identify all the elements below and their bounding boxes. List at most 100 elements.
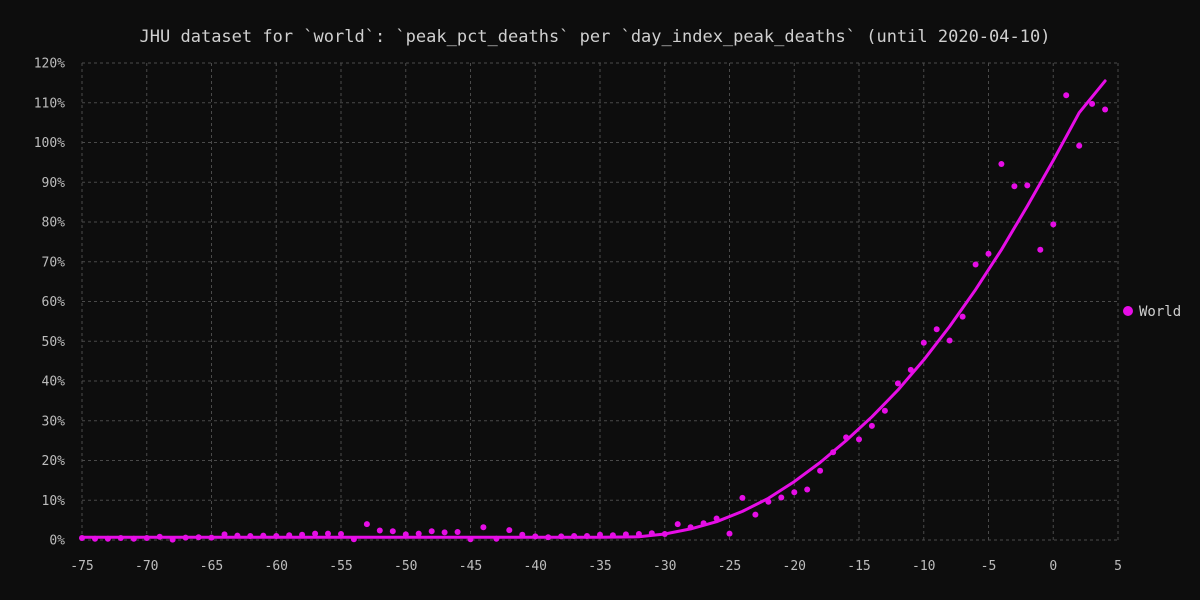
data-point xyxy=(79,535,85,541)
data-point xyxy=(972,261,979,268)
data-point xyxy=(1037,246,1044,253)
chart-title: JHU dataset for `world`: `peak_pct_death… xyxy=(140,27,1051,47)
data-point xyxy=(299,531,306,538)
data-point xyxy=(584,533,590,539)
data-point xyxy=(273,533,280,539)
data-point xyxy=(609,532,616,539)
data-point xyxy=(687,524,694,531)
data-point xyxy=(350,536,357,543)
data-point xyxy=(933,326,940,333)
x-tick-label: -45 xyxy=(459,559,482,574)
data-point xyxy=(907,366,914,373)
data-point xyxy=(454,529,461,535)
data-point xyxy=(286,532,293,539)
data-point xyxy=(156,533,163,540)
data-point xyxy=(804,486,811,493)
data-point xyxy=(104,535,111,542)
x-tick-label: -65 xyxy=(200,559,223,574)
x-tick-label: -75 xyxy=(70,559,93,574)
data-point xyxy=(1102,106,1109,113)
data-point xyxy=(817,467,824,474)
data-point xyxy=(143,535,150,541)
data-point xyxy=(428,528,435,535)
data-point xyxy=(946,337,953,344)
y-tick-label: 20% xyxy=(42,454,66,469)
data-point xyxy=(778,494,785,501)
data-point xyxy=(868,422,875,429)
x-tick-label: -25 xyxy=(718,559,741,574)
data-point xyxy=(325,530,331,537)
data-point xyxy=(208,534,215,541)
data-point xyxy=(389,528,396,535)
legend: World xyxy=(1123,304,1181,320)
data-point xyxy=(234,532,241,539)
data-point xyxy=(752,511,759,518)
data-point xyxy=(1024,182,1031,189)
y-tick-label: 70% xyxy=(42,255,66,270)
data-point xyxy=(830,449,837,456)
x-tick-label: -70 xyxy=(135,559,158,574)
x-tick-label: -55 xyxy=(329,559,352,574)
data-point xyxy=(182,534,189,541)
x-tick-label: -30 xyxy=(653,559,676,574)
x-tick-label: 5 xyxy=(1114,559,1122,574)
data-point xyxy=(376,527,383,534)
data-point xyxy=(765,498,772,505)
data-point xyxy=(441,529,448,536)
data-point xyxy=(881,407,888,414)
data-point xyxy=(661,531,668,537)
x-tick-label: -5 xyxy=(981,559,997,574)
grid xyxy=(81,62,1119,541)
data-point xyxy=(247,533,254,539)
legend-label: World xyxy=(1139,304,1181,320)
axes: -75 -70 -65 -60 -55 -50 -45 -40 -35 -30 -25 -20 -15-… xyxy=(34,57,1122,575)
data-point xyxy=(1076,142,1083,149)
data-point xyxy=(558,533,565,540)
data-point xyxy=(894,380,901,387)
x-tick-label: -60 xyxy=(265,559,288,574)
y-tick-label: 120% xyxy=(34,57,65,72)
y-tick-label: 60% xyxy=(42,295,66,310)
y-tick-label: 50% xyxy=(42,335,66,350)
y-tick-label: 110% xyxy=(34,96,65,111)
x-tick-label: -10 xyxy=(912,559,935,574)
data-point xyxy=(169,536,176,543)
data-point xyxy=(1011,183,1018,190)
y-tick-label: 10% xyxy=(42,494,66,509)
data-point xyxy=(260,532,267,539)
data-point xyxy=(571,533,578,539)
data-point xyxy=(532,533,539,540)
data-point xyxy=(312,530,319,537)
fit-layer xyxy=(80,79,1107,539)
data-point xyxy=(856,436,862,443)
data-point xyxy=(635,531,642,537)
data-point xyxy=(363,521,370,528)
data-point xyxy=(130,535,137,542)
data-point xyxy=(1063,92,1070,99)
x-tick-label: 0 xyxy=(1049,559,1057,574)
data-point xyxy=(402,531,409,538)
data-point xyxy=(843,434,850,441)
y-tick-label: 30% xyxy=(42,414,66,429)
data-point xyxy=(674,521,681,528)
data-point xyxy=(648,530,655,537)
y-tick-label: 80% xyxy=(42,216,66,231)
data-point xyxy=(519,531,526,538)
y-tick-label: 90% xyxy=(42,176,66,191)
y-tick-label: 100% xyxy=(34,136,65,151)
data-point xyxy=(700,520,707,527)
data-point xyxy=(713,515,720,522)
data-point xyxy=(92,535,98,542)
data-point xyxy=(1050,221,1057,228)
data-point xyxy=(493,535,500,542)
point-layer xyxy=(79,92,1109,543)
data-point xyxy=(221,531,228,538)
y-tick-label: 40% xyxy=(42,375,66,390)
data-point xyxy=(415,530,422,537)
y-tick-label: 0% xyxy=(49,534,65,549)
x-tick-label: -40 xyxy=(524,559,547,574)
data-point xyxy=(622,531,629,538)
data-point xyxy=(506,527,513,534)
